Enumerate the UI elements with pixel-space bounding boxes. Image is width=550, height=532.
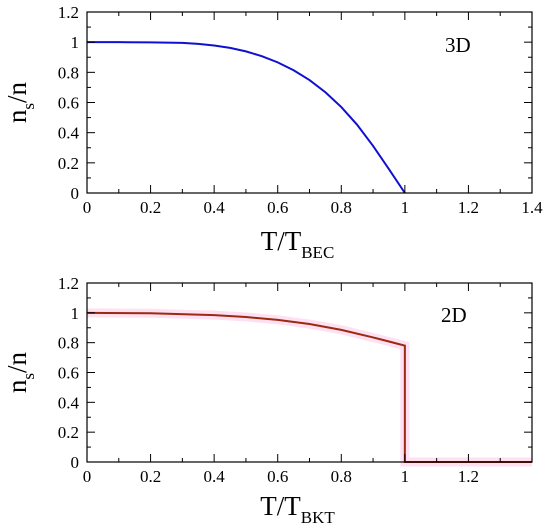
y-tick-label: 0.8: [58, 63, 79, 82]
x-tick-label: 0.2: [140, 198, 161, 217]
x-tick-label: 1: [401, 198, 410, 217]
y-tick-label: 0.6: [58, 364, 79, 383]
x-tick-label: 0.4: [204, 467, 226, 486]
x-tick-label: 1: [401, 467, 410, 486]
x-axis-title: T/TBEC: [261, 226, 335, 262]
y-tick-label: 0.4: [58, 393, 80, 412]
series-band: [86, 308, 532, 467]
y-axis-title-main: n: [2, 109, 32, 123]
x-tick-label: 0.8: [331, 467, 352, 486]
x-tick-label: 1.4: [521, 198, 543, 217]
y-tick-label: 1: [71, 33, 80, 52]
y-axis-title-sub: s: [19, 103, 38, 110]
panel-label: 2D: [441, 303, 467, 327]
series-line: [87, 41, 406, 194]
y-axis-title-sub: s: [19, 373, 38, 380]
x-axis-title: T/TBKT: [260, 491, 335, 527]
y-tick-label: 0: [71, 184, 80, 203]
series-line: [86, 311, 532, 463]
y-tick-label: 0: [71, 453, 80, 472]
y-tick-label: 0.4: [58, 124, 80, 143]
panel-label: 3D: [445, 33, 471, 57]
chart-3d: 0 0.2 0.4 0.6 0.8 1 1.2 1.4 0 0.2 0.4 0.6 0.8 1 1.2 3D T…: [2, 3, 543, 262]
chart-2d: 0 0.2 0.4 0.6 0.8 1 1.2 0 0.2 0.4 0.6 0.8 1 1.2 2D T/TB…: [2, 274, 533, 527]
y-tick-label: 1.2: [58, 3, 79, 22]
y-axis-title-suffix: /n: [2, 351, 32, 373]
x-axis-title-main: T/T: [260, 491, 301, 521]
x-axis-title-sub: BEC: [301, 243, 334, 262]
y-axis-title-main: n: [2, 379, 32, 393]
x-tick-label: 0.6: [267, 467, 288, 486]
x-axis-title-main: T/T: [261, 226, 302, 256]
x-tick-label: 0: [83, 467, 92, 486]
x-tick-label: 0.2: [140, 467, 161, 486]
y-axis-title: ns/n: [2, 351, 38, 393]
y-tick-label: 0.2: [58, 154, 79, 173]
y-tick-label: 1.2: [58, 274, 79, 293]
y-tick-label: 0.8: [58, 334, 79, 353]
x-tick-label: 1.2: [458, 198, 479, 217]
x-tick-label: 0: [83, 198, 92, 217]
x-tick-label: 0.6: [267, 198, 288, 217]
y-tick-label: 1: [71, 304, 80, 323]
y-axis-title-suffix: /n: [2, 81, 32, 103]
y-axis-title: ns/n: [2, 81, 38, 123]
y-tick-label: 0.6: [58, 94, 79, 113]
x-tick-label: 1.2: [458, 467, 479, 486]
x-axis-title-sub: BKT: [301, 508, 336, 527]
x-tick-label: 0.8: [331, 198, 352, 217]
y-tick-label: 0.2: [58, 423, 79, 442]
x-tick-label: 0.4: [204, 198, 226, 217]
